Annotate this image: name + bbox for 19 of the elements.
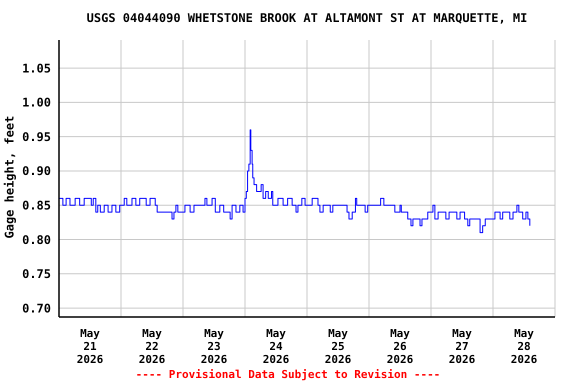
x-tick-label: May 26 2026	[386, 327, 414, 366]
x-tick-label: May 28 2026	[510, 327, 538, 366]
y-tick-label: 1.00	[22, 96, 51, 110]
text: ---- Provisional Data Subject to Revision ----	[134, 368, 442, 381]
y-tick-label: 0.75	[22, 267, 51, 282]
y-tick-label: 0.80	[22, 232, 51, 247]
x-tick-label: May 23 2026	[200, 327, 228, 366]
y-tick-label: 1.05	[22, 61, 51, 76]
chart-title: USGS 04044090 WHETSTONE BROOK AT ALTAMONT ST AT MARQUETTE, MI	[86, 11, 528, 25]
y-tick-label: 0.95	[22, 130, 51, 144]
x-tick-label: May 25 2026	[324, 327, 352, 366]
x-tick-label: May 22 2026	[138, 327, 166, 366]
y-tick-label: 0.85	[22, 198, 51, 212]
y-tick-label: 0.90	[22, 164, 51, 178]
y-axis-title: Gage height, feet	[2, 116, 16, 238]
x-tick-label: May 27 2026	[448, 327, 476, 366]
y-tick-label: 0.70	[22, 301, 51, 316]
x-tick-label: May 24 2026	[262, 327, 290, 366]
x-tick-label: May 21 2026	[76, 327, 104, 366]
